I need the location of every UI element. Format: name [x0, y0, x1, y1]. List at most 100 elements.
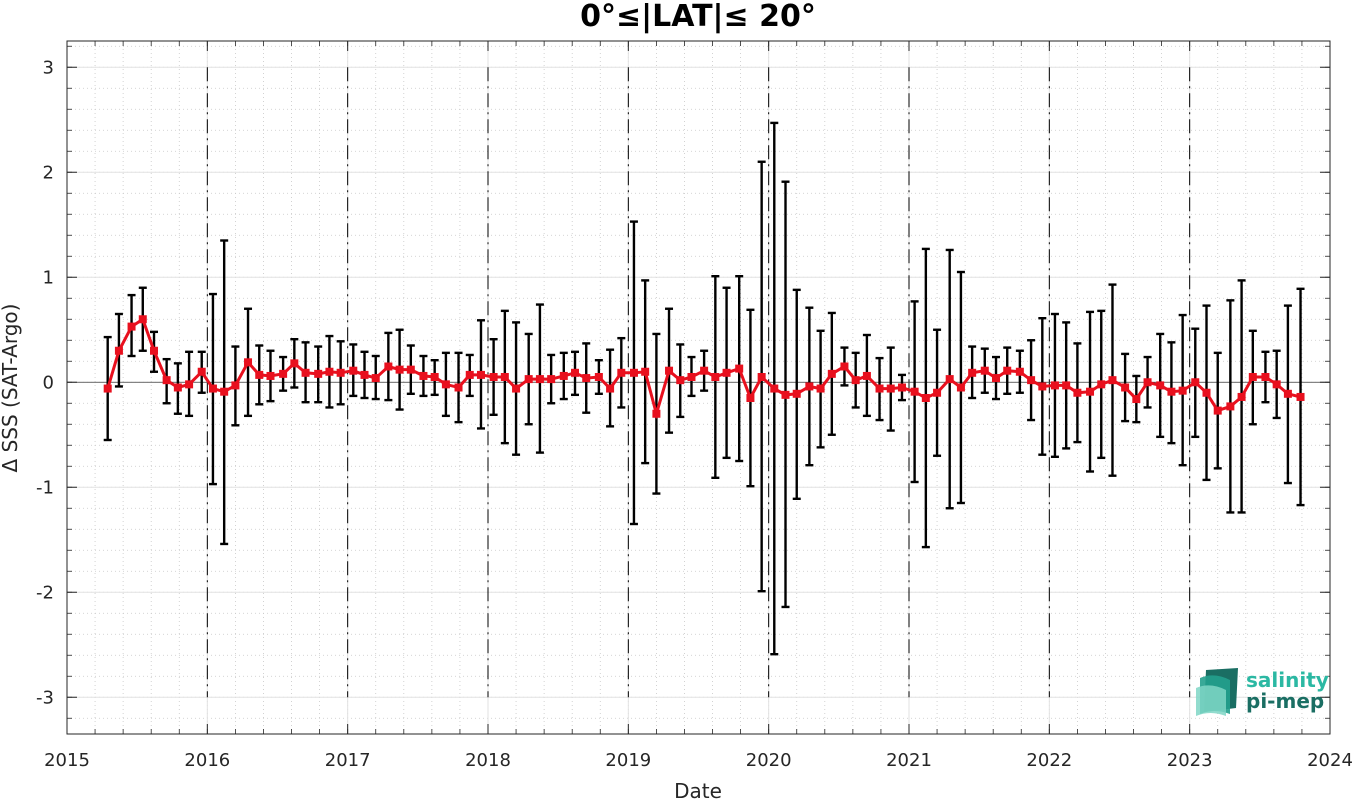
data-point	[1248, 373, 1257, 381]
y-tick-label: -2	[36, 582, 54, 603]
data-point	[1178, 386, 1187, 395]
y-tick-label: 2	[43, 162, 54, 183]
data-point	[1156, 381, 1165, 390]
axes	[66, 40, 1331, 735]
data-point	[945, 375, 954, 384]
data-point	[524, 375, 533, 384]
data-point	[992, 374, 1001, 383]
data-point	[735, 364, 744, 373]
chart-title: 0°≤|LAT|≤ 20°	[580, 0, 816, 34]
x-tick-label: 2023	[1167, 750, 1213, 771]
data-point	[266, 371, 275, 380]
grid	[66, 41, 1331, 734]
data-point	[757, 373, 766, 381]
data-point	[606, 384, 615, 393]
data-point	[582, 374, 591, 383]
data-point	[1121, 383, 1130, 392]
data-point	[547, 375, 556, 384]
salinity-pi-mep-logo: salinity pi-mep	[1196, 668, 1329, 716]
data-point	[150, 346, 159, 355]
data-point	[827, 369, 836, 378]
data-point	[279, 369, 288, 378]
data-point	[301, 368, 310, 377]
data-point	[349, 366, 358, 375]
data-series	[103, 121, 1305, 656]
data-point	[197, 367, 206, 376]
data-point	[1003, 366, 1012, 375]
y-axis-label: Δ SSS (SAT-Argo)	[0, 304, 22, 473]
data-point	[921, 394, 930, 402]
data-point	[1202, 388, 1211, 397]
data-point	[208, 384, 217, 393]
data-point	[1272, 380, 1281, 389]
data-point	[617, 368, 626, 377]
x-axis-label: Date	[674, 779, 722, 801]
x-tick-label: 2016	[184, 750, 230, 771]
data-point	[1143, 378, 1152, 387]
data-point	[314, 369, 323, 378]
data-point	[489, 373, 498, 381]
data-point	[406, 365, 415, 374]
x-tick-label: 2024	[1307, 750, 1353, 771]
x-tick-label: 2015	[44, 750, 90, 771]
data-point	[851, 376, 860, 385]
logo-text-pi-mep: pi-mep	[1246, 689, 1324, 713]
data-point	[910, 387, 919, 396]
data-point	[897, 383, 906, 392]
data-point	[1213, 406, 1222, 415]
data-point	[1296, 392, 1305, 401]
data-point	[805, 382, 814, 391]
data-point	[103, 384, 112, 393]
data-point	[875, 384, 884, 393]
y-tick-label: -3	[36, 687, 54, 708]
data-point	[1015, 367, 1024, 376]
data-point	[629, 368, 638, 377]
data-point	[185, 380, 194, 389]
data-point	[220, 387, 229, 396]
tick-labels: 2015 2016 2017 2018 2019 2020 2021 2022 2023 2024…	[36, 57, 1353, 771]
data-point	[840, 362, 849, 371]
data-point	[162, 376, 171, 385]
data-point	[535, 375, 544, 384]
x-tick-label: 2017	[325, 750, 371, 771]
logo-text-salinity: salinity	[1246, 668, 1329, 692]
data-point	[231, 381, 240, 390]
data-point	[1261, 373, 1270, 381]
series-markers	[103, 315, 1305, 418]
data-point	[746, 394, 755, 402]
y-tick-label: 0	[43, 372, 54, 393]
data-point	[1027, 376, 1036, 385]
data-point	[1062, 381, 1071, 390]
y-tick-label: 3	[43, 57, 54, 78]
x-tick-label: 2020	[746, 750, 792, 771]
data-point	[395, 365, 404, 374]
data-point	[1226, 402, 1235, 411]
data-point	[114, 346, 123, 355]
data-point	[711, 373, 720, 381]
x-tick-label: 2022	[1026, 750, 1072, 771]
data-point	[384, 362, 393, 371]
wave-icon	[1196, 668, 1238, 716]
data-point	[430, 373, 439, 381]
data-point	[594, 373, 603, 381]
data-point	[454, 383, 463, 392]
data-point	[325, 367, 334, 376]
data-point	[956, 383, 965, 392]
data-point	[441, 380, 450, 389]
axes-box	[66, 40, 1331, 735]
data-point	[1191, 378, 1200, 387]
data-point	[1050, 381, 1059, 390]
x-tick-label: 2021	[886, 750, 932, 771]
data-point	[781, 390, 790, 399]
data-point	[465, 370, 474, 379]
data-point	[1132, 395, 1141, 404]
data-point	[1073, 388, 1082, 397]
data-point	[722, 368, 731, 377]
data-point	[255, 370, 264, 379]
data-point	[770, 384, 779, 393]
data-point	[700, 366, 709, 375]
data-point	[652, 409, 661, 418]
data-point	[933, 388, 942, 397]
data-point	[360, 370, 369, 379]
